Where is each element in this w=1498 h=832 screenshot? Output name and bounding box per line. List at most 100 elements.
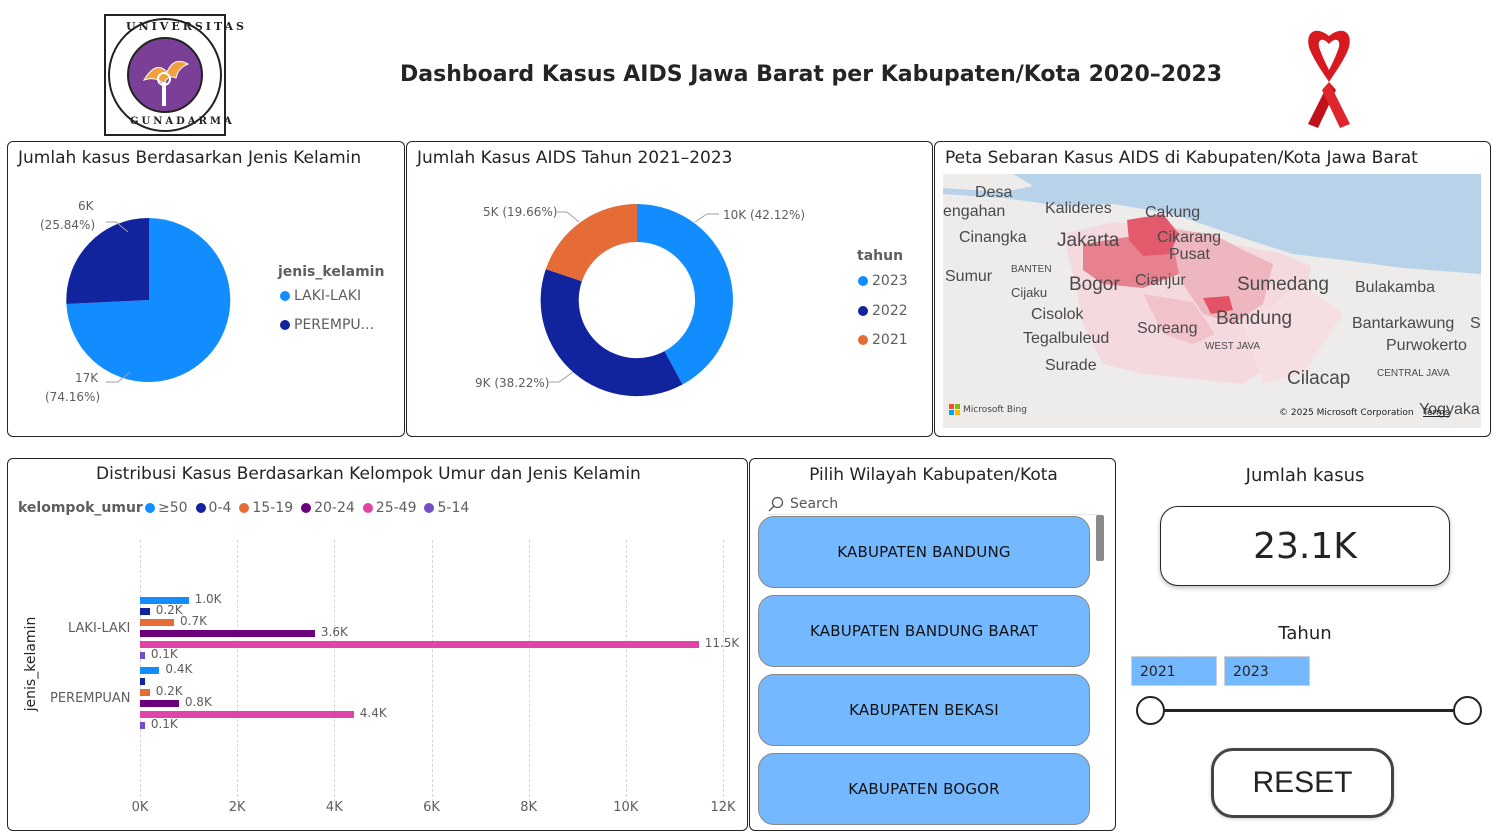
legend-dot <box>858 276 868 286</box>
kpi-card: 23.1K <box>1160 506 1450 586</box>
bar-data-label: 0.2K <box>155 603 183 617</box>
legend-label: 5-14 <box>437 500 470 516</box>
donut-label-2021: 5K (19.66%) <box>483 205 558 219</box>
region-slicer-title: Pilih Wilayah Kabupaten/Kota <box>809 465 1058 485</box>
legend-label: 15-19 <box>252 500 294 516</box>
year-to-input[interactable]: 2023 <box>1224 656 1310 686</box>
region-search-box[interactable]: Search <box>768 493 1100 515</box>
gender-legend-title: jenis_kelamin <box>278 264 385 280</box>
page-title: Dashboard Kasus AIDS Jawa Barat per Kabu… <box>400 62 1223 87</box>
pie-label-laki-value: 17K <box>75 371 99 385</box>
place-sumur: Sumur <box>945 268 993 285</box>
legend-item-laki-laki[interactable]: LAKI-LAKI <box>280 288 361 304</box>
logo-text-top: UNIVERSITAS <box>126 20 248 33</box>
bar-laki-laki-4[interactable] <box>140 641 699 648</box>
legend-dot <box>195 503 206 513</box>
place-kalideres: Kalideres <box>1045 200 1112 217</box>
bar-perempuan-0[interactable] <box>140 667 160 674</box>
category-label-laki-laki: LAKI-LAKI <box>68 621 131 636</box>
bar-data-label: 0.7K <box>180 614 207 628</box>
legend-dot <box>858 335 868 345</box>
legend-item-4[interactable]: 25-49 <box>362 500 416 516</box>
place-cijaku: Cijaku <box>1011 285 1048 300</box>
year-legend-title: tahun <box>857 248 904 264</box>
bar-perempuan-3[interactable] <box>140 700 179 707</box>
place-cikarang: Cikarang <box>1157 229 1222 246</box>
region-scrollbar[interactable] <box>1096 515 1104 561</box>
year-from-input[interactable]: 2021 <box>1131 656 1217 686</box>
pie-slice-laki-laki <box>66 218 231 382</box>
bar-perempuan-1[interactable] <box>140 678 145 685</box>
legend-dot <box>858 306 868 316</box>
bar-laki-laki-1[interactable] <box>140 608 150 615</box>
place-surade: Surade <box>1045 357 1097 374</box>
map-terms-link[interactable]: Terms <box>1423 408 1450 418</box>
region-item-kab-bogor[interactable]: KABUPATEN BOGOR <box>758 753 1090 825</box>
donut-label-2023: 10K (42.12%) <box>723 208 806 222</box>
bar-perempuan-5[interactable] <box>140 722 145 729</box>
place-pusat: Pusat <box>1169 246 1210 263</box>
gender-pie-panel: Jumlah kasus Berdasarkan Jenis Kelamin 6… <box>7 141 405 437</box>
place-cisolok: Cisolok <box>1031 306 1084 323</box>
map-place-labels: Desa engahan Kalideres Cakung Cinangka J… <box>943 174 1481 428</box>
bar-laki-laki-5[interactable] <box>140 652 145 659</box>
legend-item-2[interactable]: 15-19 <box>239 500 293 516</box>
map-panel: Peta Sebaran Kasus AIDS di Kabupaten/Kot… <box>934 141 1491 437</box>
map-shapes <box>943 174 1481 428</box>
legend-dot <box>424 503 435 513</box>
gender-pie-chart[interactable] <box>8 142 406 438</box>
bar-perempuan-4[interactable] <box>140 711 354 718</box>
legend-item-2022[interactable]: 2022 <box>858 303 908 319</box>
legend-item-2021[interactable]: 2021 <box>858 332 908 348</box>
legend-item-0[interactable]: ≥50 <box>145 500 188 516</box>
reset-label: RESET <box>1252 766 1353 799</box>
legend-label: LAKI-LAKI <box>294 288 362 304</box>
x-tick-label: 6K <box>423 800 440 815</box>
donut-slice-2023 <box>637 204 733 385</box>
year-slider-track[interactable] <box>1150 709 1468 712</box>
place-yogyaka: Yogyaka <box>1419 401 1480 418</box>
pie-label-perempuan-pct: (25.84%) <box>40 218 96 232</box>
bing-label: Microsoft Bing <box>963 404 1027 415</box>
place-cakung: Cakung <box>1145 204 1201 221</box>
category-label-perempuan: PEREMPUAN <box>50 691 131 706</box>
bar-laki-laki-3[interactable] <box>140 630 315 637</box>
place-soreang: Soreang <box>1137 320 1198 337</box>
region-item-kab-bandung-barat[interactable]: KABUPATEN BANDUNG BARAT <box>758 595 1090 667</box>
bar-perempuan-2[interactable] <box>140 689 150 696</box>
bar-laki-laki-0[interactable] <box>140 597 189 604</box>
donut-slice-2022 <box>540 269 683 397</box>
place-cinangka: Cinangka <box>959 229 1027 246</box>
legend-label: PEREMPU... <box>294 317 374 333</box>
bar-laki-laki-2[interactable] <box>140 619 174 626</box>
legend-item-perempuan[interactable]: PEREMPU... <box>280 317 374 333</box>
legend-item-3[interactable]: 20-24 <box>301 500 355 516</box>
year-slider-handle-start[interactable] <box>1136 696 1165 725</box>
legend-item-2023[interactable]: 2023 <box>858 273 908 289</box>
microsoft-logo-icon <box>949 404 960 415</box>
legend-item-5[interactable]: 5-14 <box>424 500 469 516</box>
bar-data-label: 0.2K <box>155 684 183 698</box>
legend-dot <box>280 320 290 330</box>
reset-button[interactable]: RESET <box>1211 748 1394 818</box>
region-item-kab-bandung[interactable]: KABUPATEN BANDUNG <box>758 516 1090 588</box>
year-donut-panel: Jumlah Kasus AIDS Tahun 2021–2023 10K (4… <box>406 141 933 437</box>
place-sumedang: Sumedang <box>1237 274 1329 295</box>
region-slicer-panel: Pilih Wilayah Kabupaten/Kota Search KABU… <box>749 458 1116 831</box>
region-item-kab-bekasi[interactable]: KABUPATEN BEKASI <box>758 674 1090 746</box>
grid-line <box>625 540 627 802</box>
year-donut-chart[interactable] <box>407 142 934 438</box>
place-bulakamba: Bulakamba <box>1355 279 1436 296</box>
place-s: S <box>1470 315 1481 332</box>
legend-item-1[interactable]: 0-4 <box>195 500 231 516</box>
year-slider-handle-end[interactable] <box>1453 696 1482 725</box>
place-cianjur: Cianjur <box>1135 272 1186 289</box>
bar-data-label: 0.8K <box>184 695 212 709</box>
legend-dot <box>301 503 312 513</box>
age-legend-title: kelompok_umur <box>18 500 143 516</box>
search-icon <box>768 496 784 511</box>
search-input[interactable]: Search <box>790 495 839 512</box>
map-canvas[interactable]: Desa engahan Kalideres Cakung Cinangka J… <box>943 174 1481 428</box>
pie-slice-perempuan <box>66 217 149 304</box>
bar-data-label: 0.4K <box>165 662 193 676</box>
